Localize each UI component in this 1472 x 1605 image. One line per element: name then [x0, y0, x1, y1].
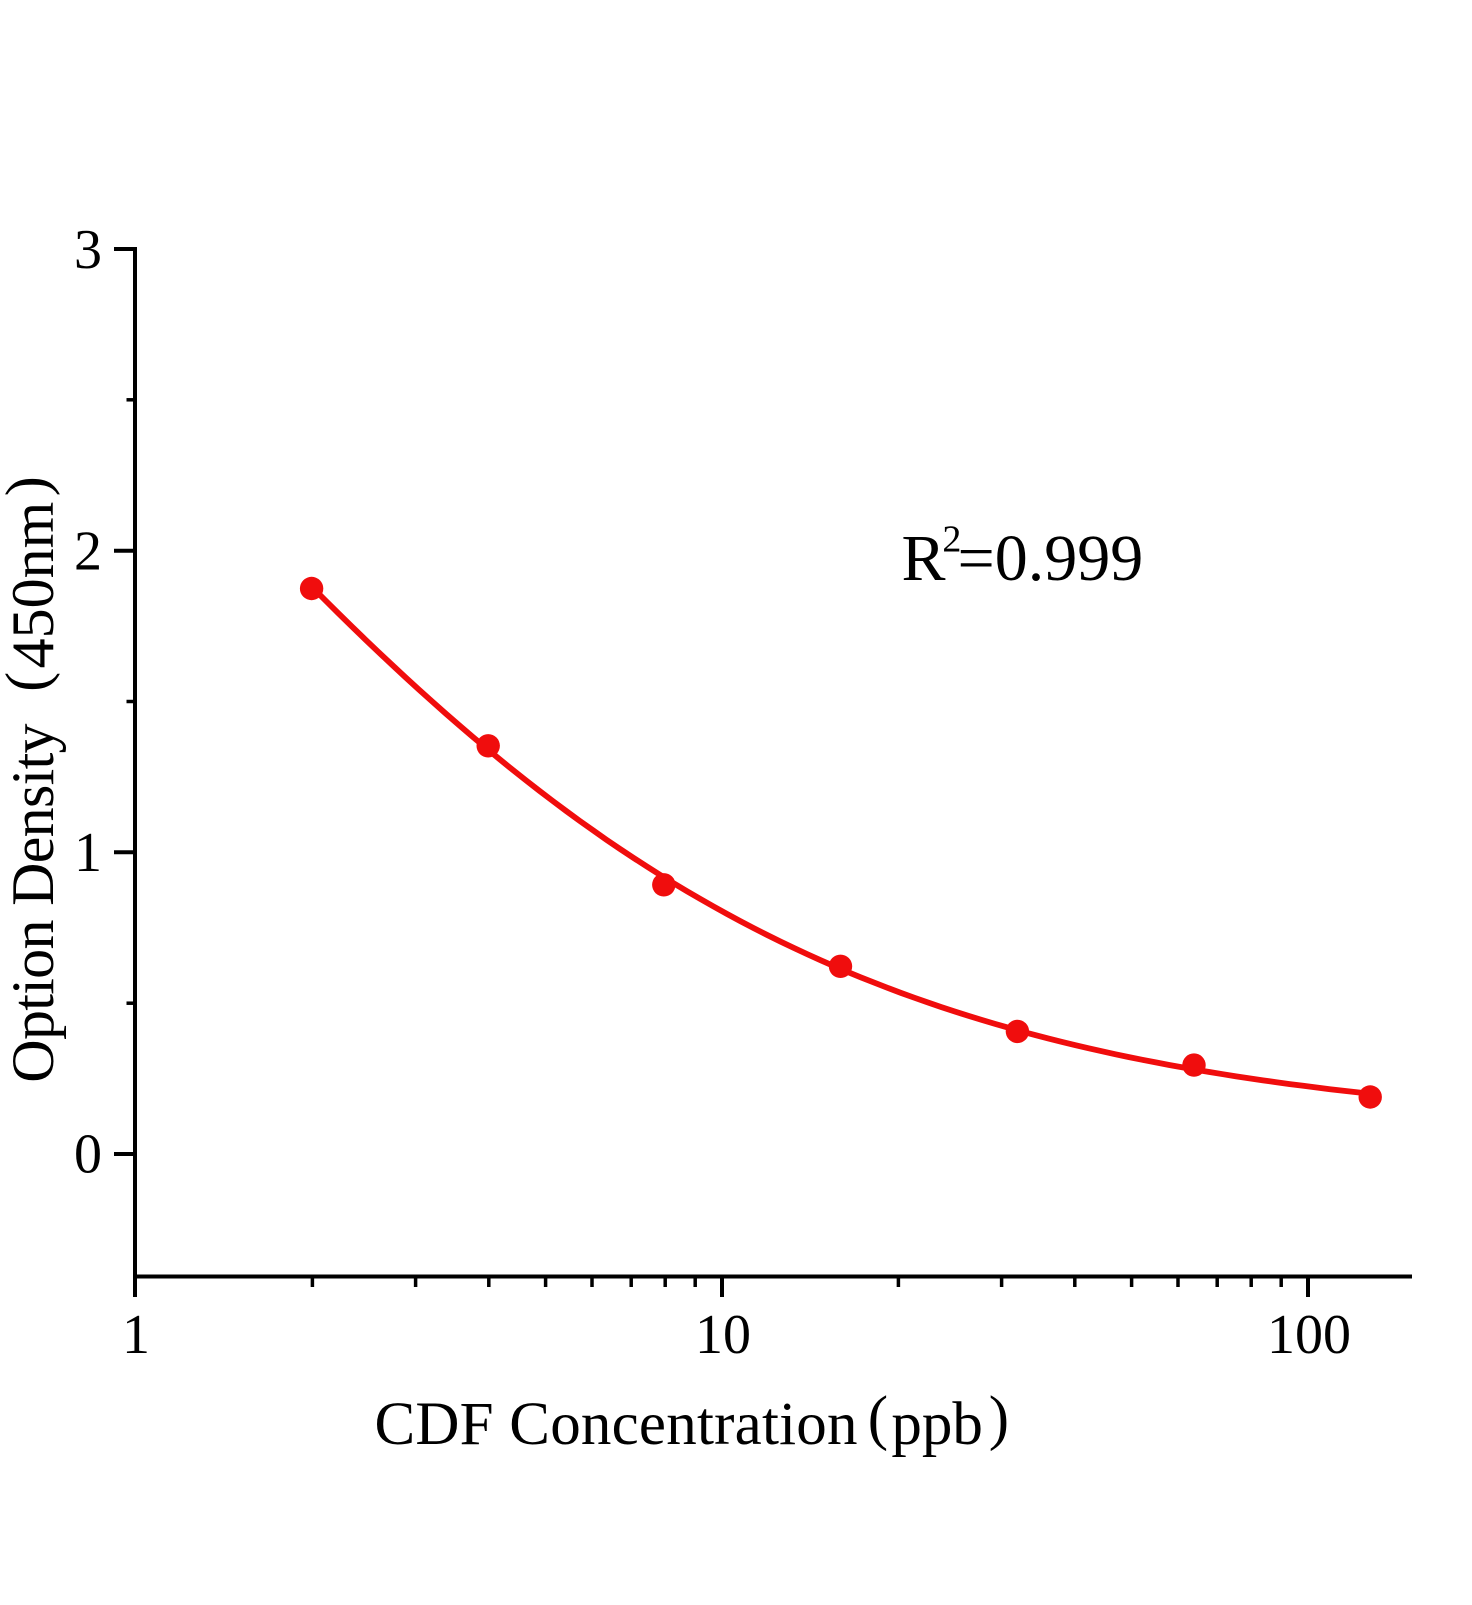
- svg-text:450nm: 450nm: [0, 502, 66, 669]
- svg-text:(: (: [0, 672, 60, 692]
- svg-text:(: (: [868, 1385, 888, 1452]
- svg-text:2: 2: [942, 519, 961, 561]
- svg-text:2: 2: [74, 521, 102, 583]
- svg-text:=0.999: =0.999: [958, 522, 1144, 595]
- svg-text:1: 1: [122, 1304, 150, 1366]
- svg-text:): ): [0, 476, 60, 496]
- svg-text:3: 3: [74, 219, 102, 281]
- svg-text:R: R: [902, 522, 946, 595]
- svg-text:10: 10: [695, 1304, 751, 1366]
- svg-text:100: 100: [1267, 1304, 1351, 1366]
- svg-text:0: 0: [74, 1124, 102, 1186]
- svg-text:CDF Concentration: CDF Concentration: [375, 1391, 858, 1458]
- svg-text:ppb: ppb: [891, 1391, 983, 1458]
- svg-text:1: 1: [74, 822, 102, 884]
- svg-text:Option Density: Option Density: [0, 723, 66, 1082]
- svg-text:): ): [989, 1385, 1009, 1452]
